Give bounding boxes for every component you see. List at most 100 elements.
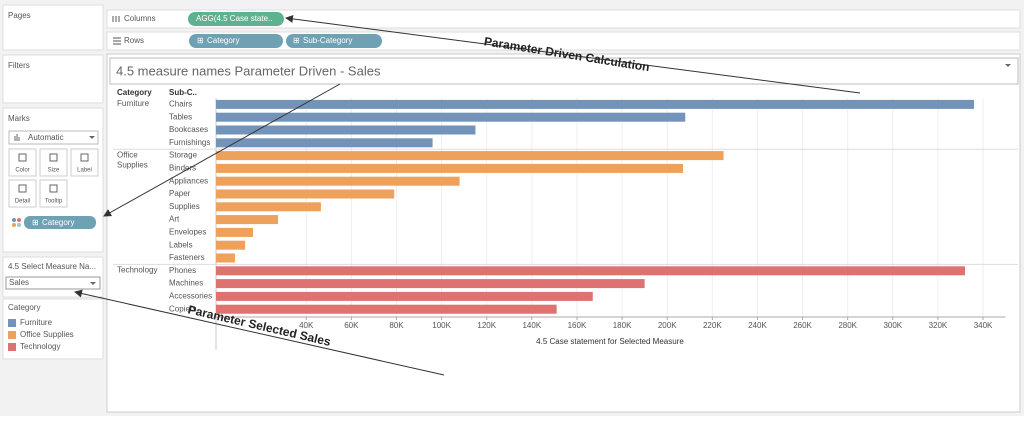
bar [216, 240, 246, 250]
pill-text: AGG(4.5 Case state.. [196, 14, 272, 23]
dropdown-arrow [90, 282, 96, 285]
bar [216, 202, 321, 212]
row-label: Tables [169, 112, 192, 121]
row-label: Binders [169, 164, 196, 173]
bar [216, 138, 433, 148]
row-label: Copiers [169, 304, 197, 313]
row-label: Labels [169, 240, 193, 249]
rows-pill[interactable] [189, 34, 283, 48]
row-label: Machines [169, 279, 203, 288]
pill-text: ⊞ [293, 36, 300, 45]
chart: 40K 60K 80K 100K 120K 140K 160K 180K 200K 220K 240… [113, 98, 1018, 350]
marks-title: Marks [8, 114, 30, 123]
filters-panel [2, 54, 104, 104]
mark-button-icon [18, 153, 27, 162]
mark-button-label: Size [48, 168, 60, 174]
bar-icon [14, 134, 20, 141]
arrow [103, 83, 341, 217]
x-tick-label: 320K [929, 321, 948, 330]
columns-pill[interactable] [188, 12, 284, 26]
dropdown-arrow [1005, 64, 1011, 67]
color-dot [17, 223, 21, 227]
rows-pill[interactable] [286, 34, 382, 48]
x-tick-label: 80K [389, 321, 404, 330]
filters-title: Filters [8, 61, 30, 70]
bar [216, 304, 557, 314]
x-axis-title: 4.5 Case statement for Selected Measure [536, 337, 684, 346]
bar [216, 125, 476, 135]
x-tick-label: 140K [522, 321, 541, 330]
row-label: Paper [169, 189, 191, 198]
x-tick-label: 340K [974, 321, 993, 330]
pill-text: Category [207, 36, 239, 45]
mark-button-icon [80, 153, 89, 162]
x-tick-label: 240K [748, 321, 767, 330]
group-label: Office [117, 150, 138, 159]
x-tick-label: 100K [432, 321, 451, 330]
header: Category [117, 88, 152, 97]
row-label: Appliances [169, 176, 208, 185]
legend-swatch [8, 319, 16, 327]
bar [216, 227, 253, 237]
mark-button-icon [49, 184, 58, 193]
parameter-dropdown[interactable] [5, 276, 101, 290]
pill-text: Sub-Category [303, 36, 352, 45]
row-label: Art [169, 215, 180, 224]
mark-button-label: Tooltip [45, 199, 63, 205]
x-tick-label: 40K [299, 321, 314, 330]
x-tick-label: 260K [793, 321, 812, 330]
header: Sub-C.. [169, 88, 197, 97]
legend-label: Office Supplies [20, 330, 74, 339]
columns-icon [112, 16, 120, 22]
pages-panel [2, 4, 104, 51]
row-label: Supplies [169, 202, 200, 211]
category-pill[interactable] [24, 216, 96, 229]
pill-icon: ⊞ [32, 218, 39, 227]
bar [216, 163, 683, 173]
group-label: Technology [117, 266, 157, 275]
bar [216, 253, 235, 263]
x-tick-label: 220K [703, 321, 722, 330]
row-label: Storage [169, 151, 198, 160]
mark-button-label: Detail [15, 199, 30, 205]
legend-label: Technology [20, 342, 60, 351]
row-label: Envelopes [169, 228, 206, 237]
x-tick-label: 180K [613, 321, 632, 330]
bar [216, 279, 645, 289]
legend-label: Furniture [20, 318, 53, 327]
mark-button-label: Color [15, 168, 29, 174]
parameter-title: 4.5 Select Measure Na... [8, 262, 96, 271]
mark-button-label: Label [77, 168, 92, 174]
group-label: Furniture [117, 99, 150, 108]
row-label: Accessories [169, 292, 212, 301]
mark-button-icon [49, 153, 58, 162]
bar [216, 189, 395, 199]
bar [216, 176, 460, 186]
x-tick-label: 300K [883, 321, 902, 330]
legend-panel [2, 298, 104, 360]
x-tick-label: 160K [568, 321, 587, 330]
bar [216, 112, 686, 122]
legend-title: Category [8, 303, 40, 312]
x-tick-label: 60K [344, 321, 359, 330]
mark-button-icon [18, 184, 27, 193]
row-label: Chairs [169, 100, 192, 109]
color-dot [12, 223, 16, 227]
parameter-value: Sales [9, 278, 29, 287]
columns-label: Columns [124, 14, 156, 23]
rows-label: Rows [124, 36, 144, 45]
arrow [74, 289, 445, 376]
rows-icon [113, 37, 121, 45]
bar [216, 266, 965, 276]
row-label: Bookcases [169, 125, 208, 134]
legend-swatch [8, 331, 16, 339]
x-tick-label: 200K [658, 321, 677, 330]
legend: Furniture Office Supplies Technology [8, 318, 74, 351]
pill-text: Category [42, 218, 74, 227]
color-dot [17, 218, 21, 222]
view-title: 4.5 measure names Parameter Driven - Sal… [116, 63, 381, 78]
title-box [109, 57, 1019, 85]
row-label: Furnishings [169, 138, 210, 147]
mark-type-dropdown[interactable] [8, 130, 99, 145]
